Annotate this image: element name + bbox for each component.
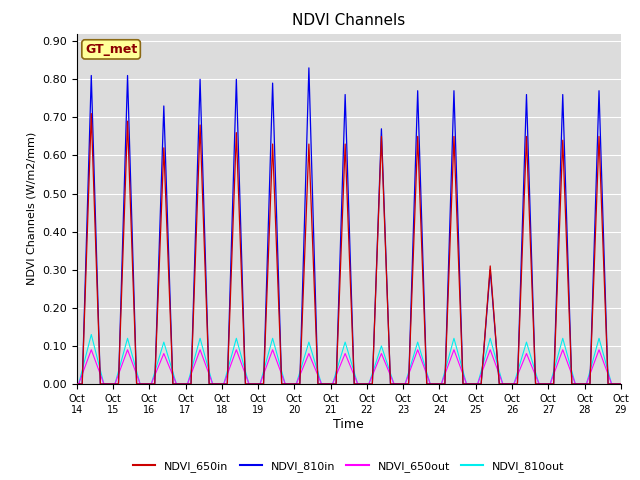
Title: NDVI Channels: NDVI Channels [292, 13, 405, 28]
Legend: NDVI_650in, NDVI_810in, NDVI_650out, NDVI_810out: NDVI_650in, NDVI_810in, NDVI_650out, NDV… [129, 457, 569, 477]
Y-axis label: NDVI Channels (W/m2/mm): NDVI Channels (W/m2/mm) [27, 132, 36, 286]
X-axis label: Time: Time [333, 418, 364, 431]
Text: GT_met: GT_met [85, 43, 137, 56]
